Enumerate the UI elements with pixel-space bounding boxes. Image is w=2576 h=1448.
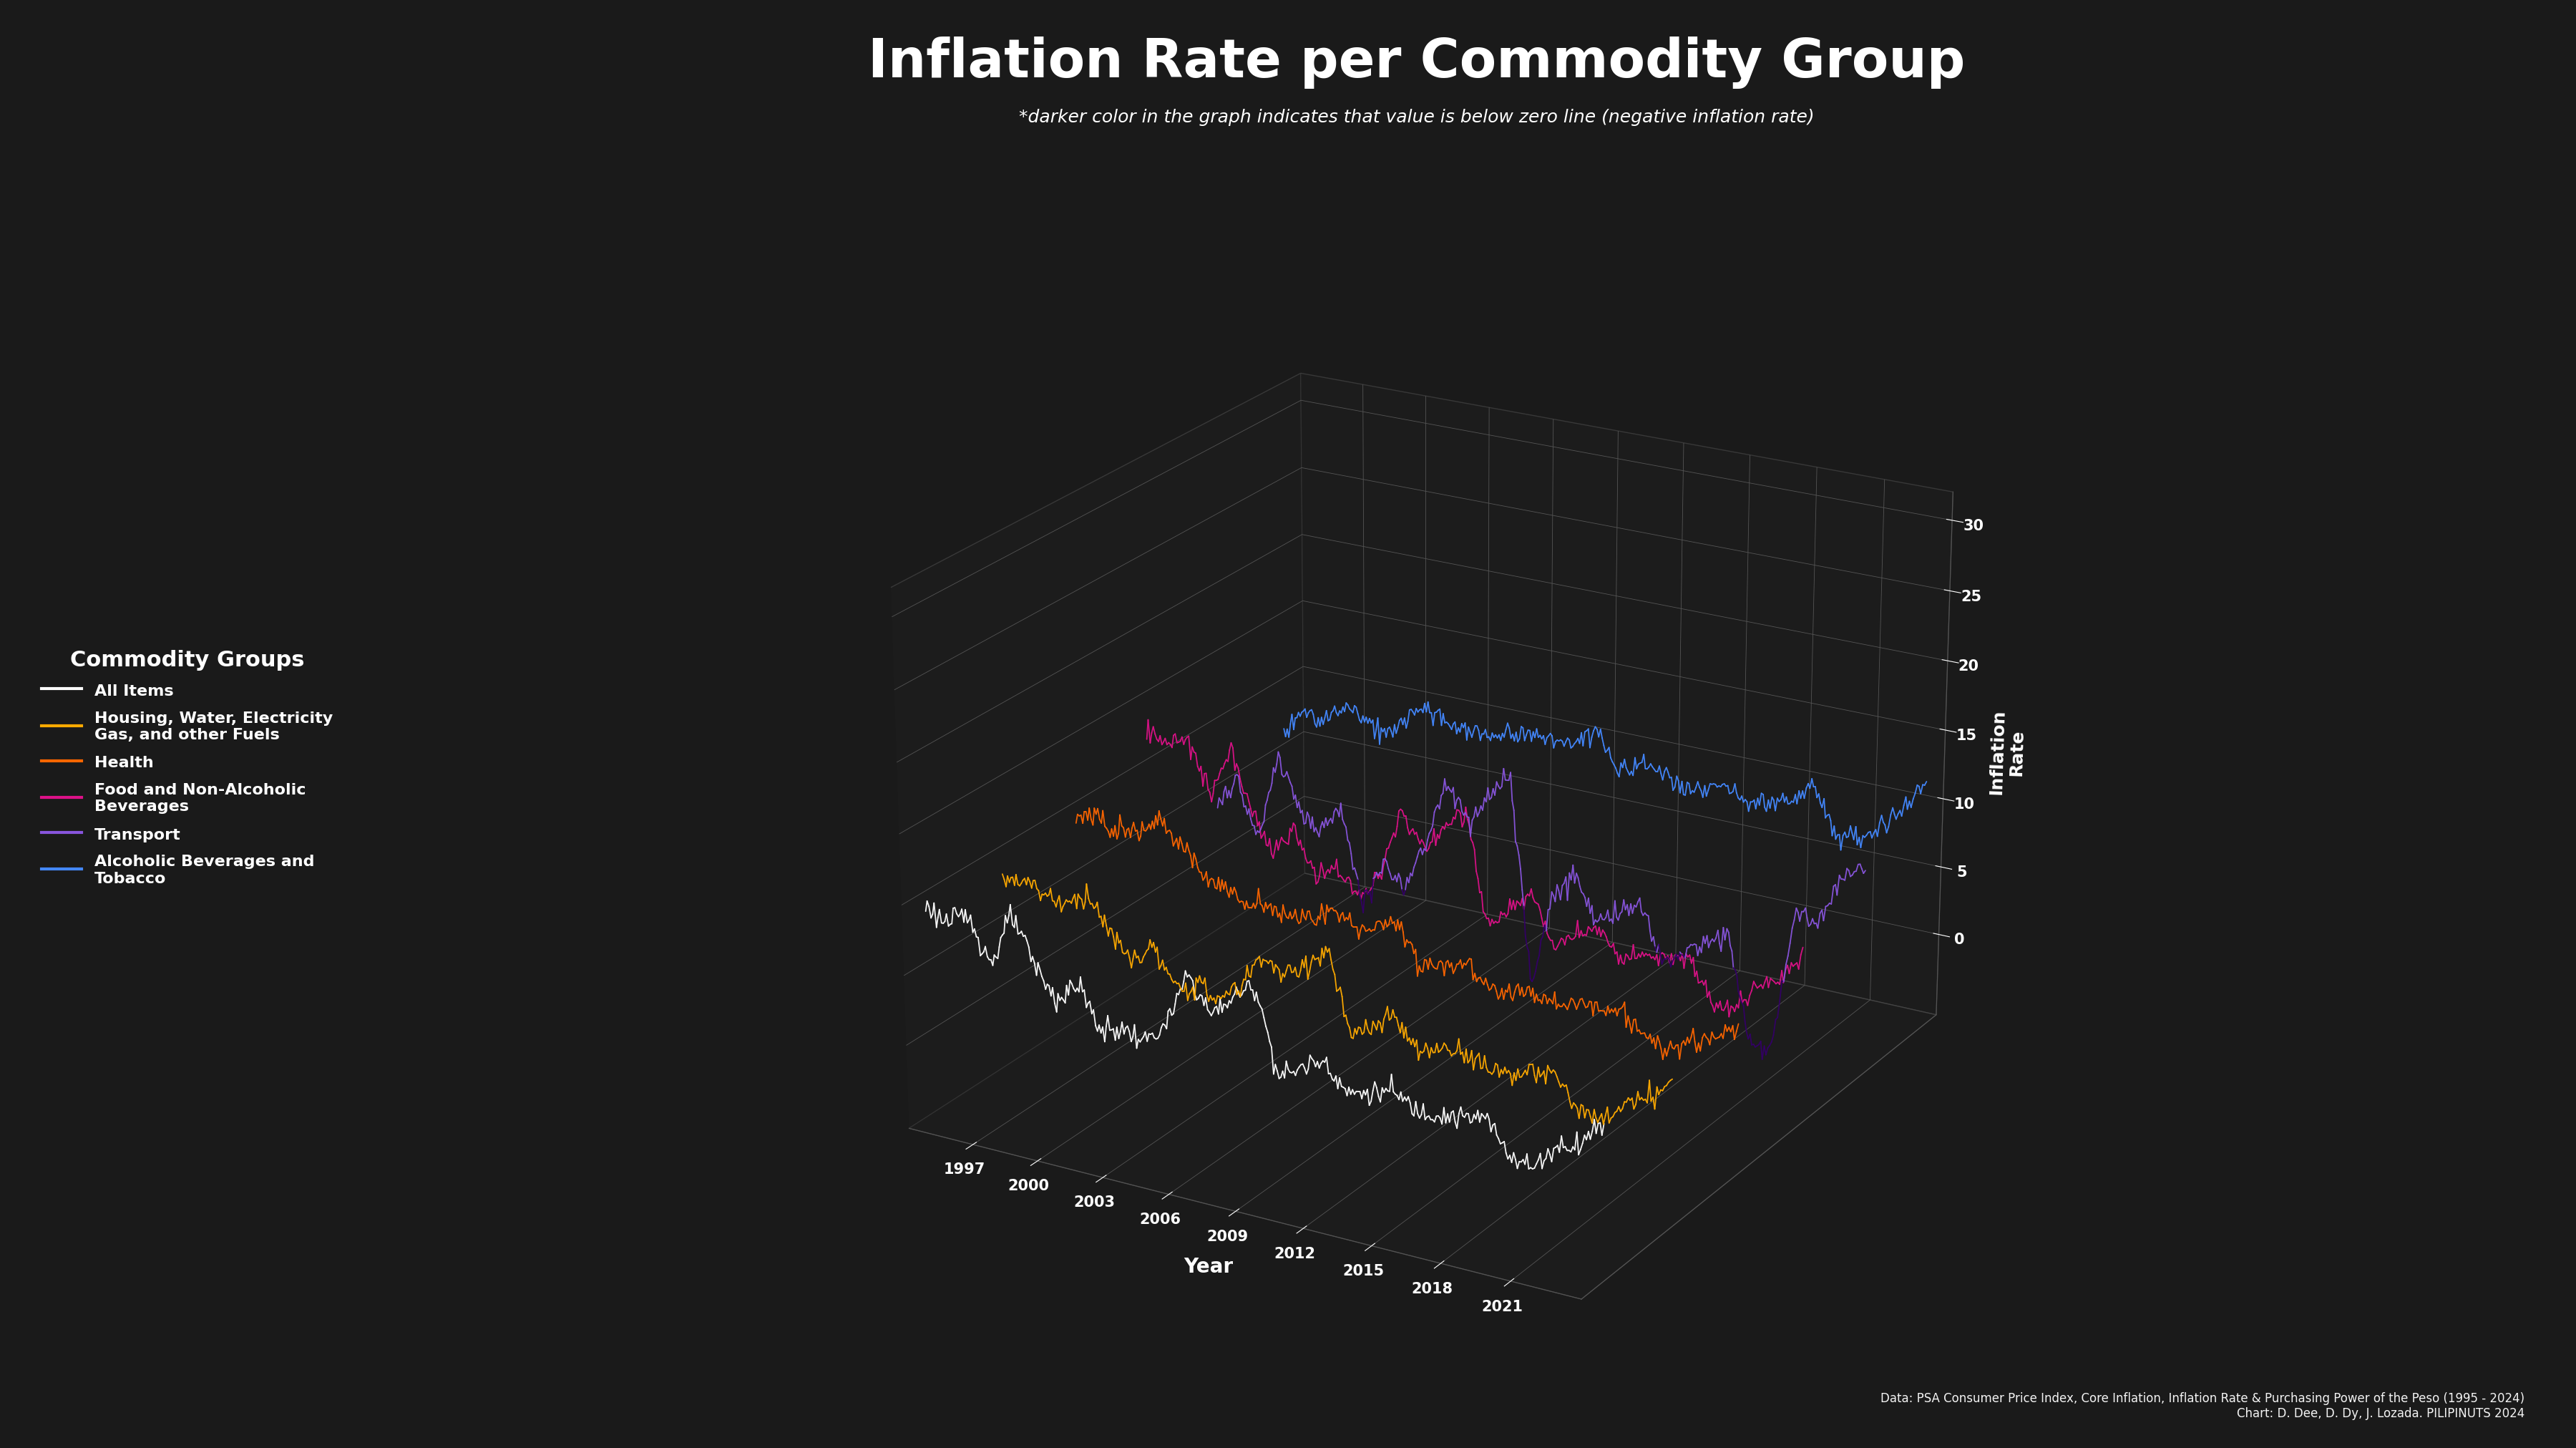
Text: Inflation Rate per Commodity Group: Inflation Rate per Commodity Group <box>868 36 1965 88</box>
X-axis label: Year: Year <box>1185 1257 1234 1276</box>
Text: Data: PSA Consumer Price Index, Core Inflation, Inflation Rate & Purchasing Powe: Data: PSA Consumer Price Index, Core Inf… <box>1880 1392 2524 1419</box>
Text: *darker color in the graph indicates that value is below zero line (negative inf: *darker color in the graph indicates tha… <box>1020 109 1814 126</box>
Legend: All Items, Housing, Water, Electricity
Gas, and other Fuels, Health, Food and No: All Items, Housing, Water, Electricity G… <box>33 641 340 893</box>
